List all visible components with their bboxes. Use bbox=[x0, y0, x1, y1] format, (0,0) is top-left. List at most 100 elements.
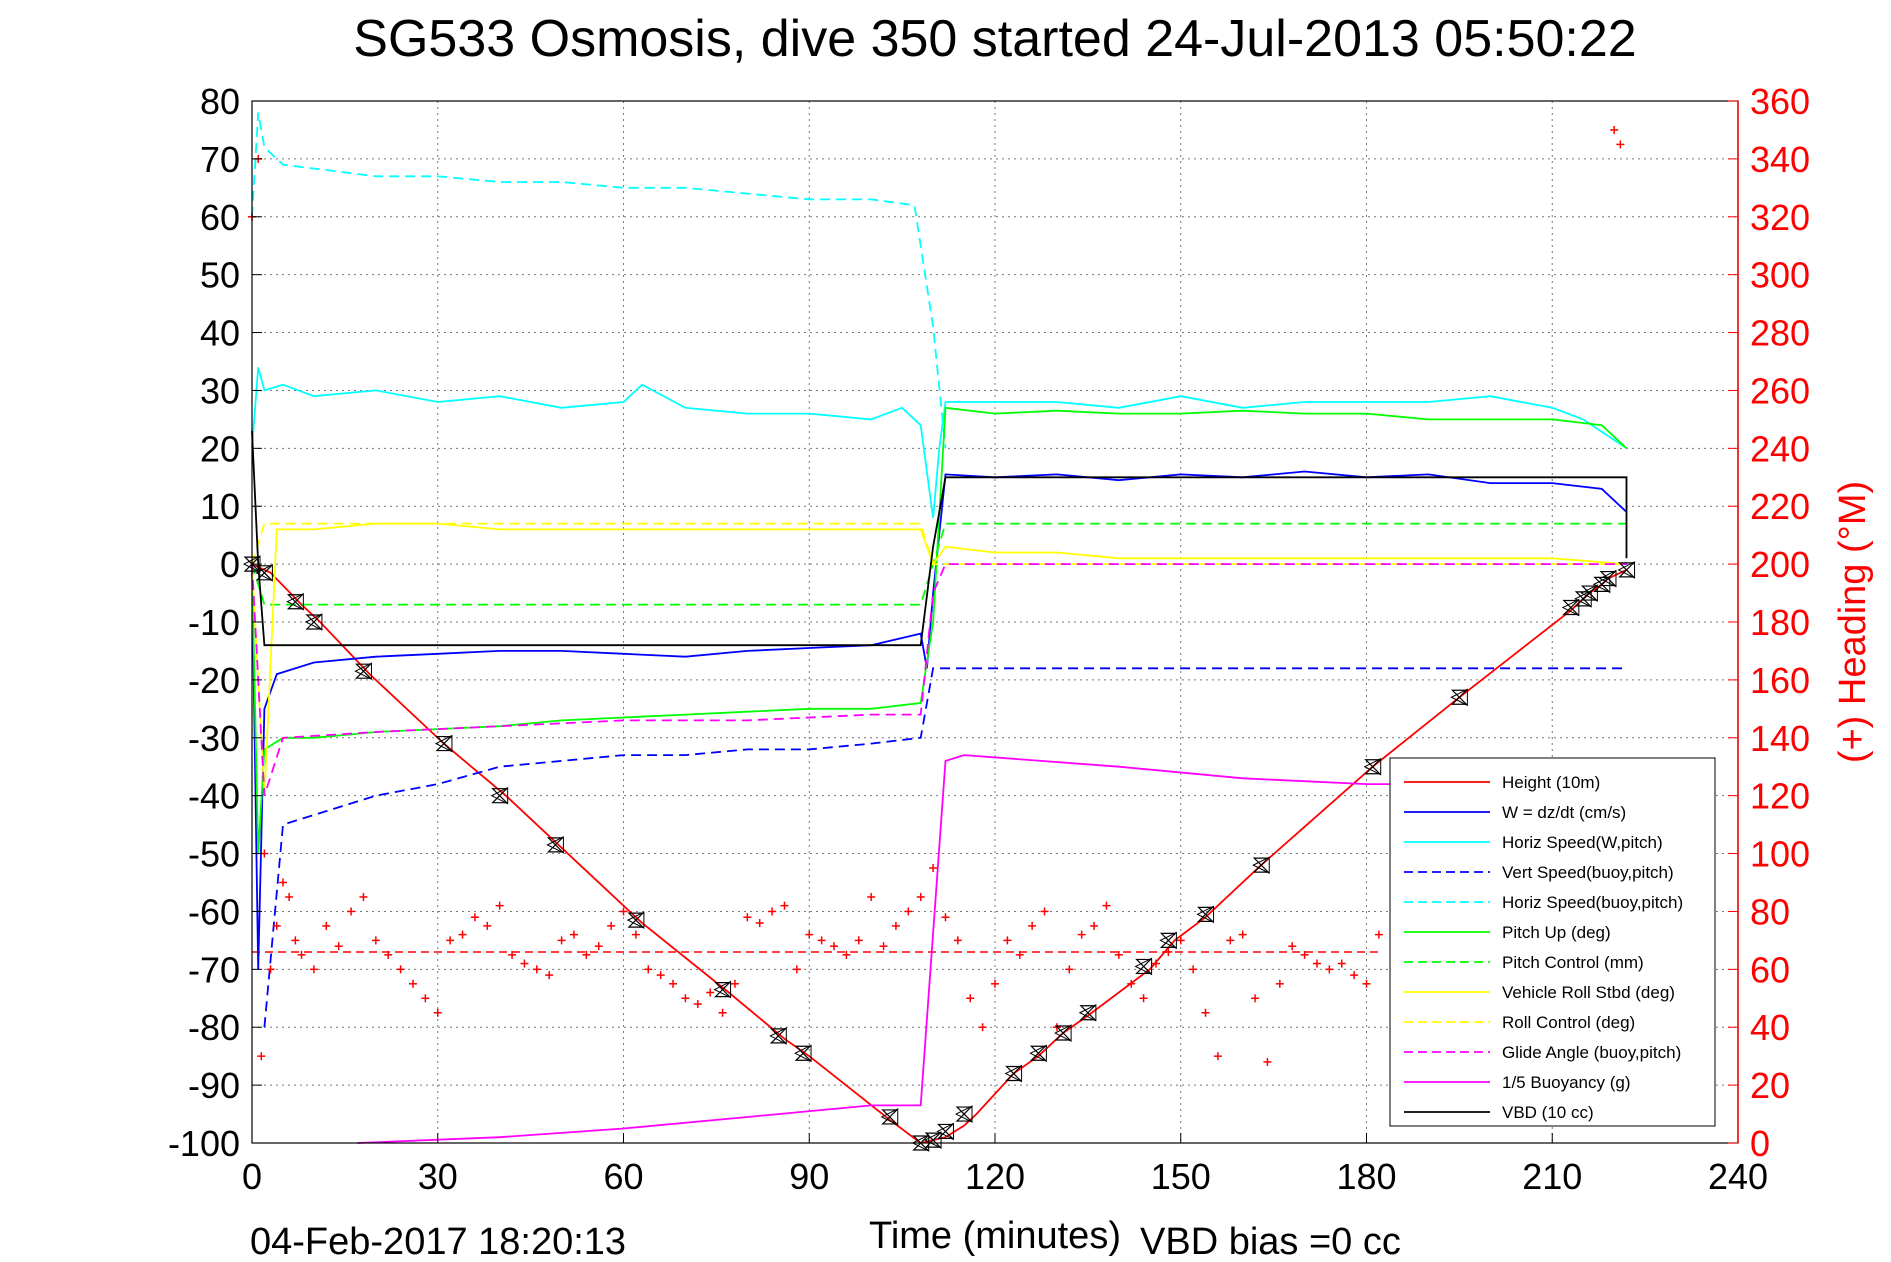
heading-point bbox=[421, 994, 430, 1003]
heading-point bbox=[966, 994, 975, 1003]
height-marker bbox=[1196, 905, 1215, 924]
heading-point bbox=[483, 921, 492, 930]
height-marker-shape bbox=[1364, 759, 1382, 775]
height-marker-triangle bbox=[1450, 688, 1468, 707]
y-tick-label-left: 80 bbox=[200, 81, 240, 122]
height-marker-triangle bbox=[1004, 1064, 1023, 1083]
heading-point bbox=[1102, 901, 1111, 910]
legend-label-buoy: 1/5 Buoyancy (g) bbox=[1502, 1073, 1631, 1092]
height-marker-shape bbox=[937, 1123, 954, 1140]
heading-point bbox=[619, 907, 628, 916]
heading-point bbox=[879, 942, 888, 951]
y-tick-label-left: 50 bbox=[200, 255, 240, 296]
height-marker-triangle bbox=[1574, 590, 1592, 608]
heading-point bbox=[891, 921, 900, 930]
height-marker-shape bbox=[1252, 857, 1270, 873]
heading-point bbox=[495, 901, 504, 910]
y-tick-label-right: 160 bbox=[1750, 660, 1810, 701]
heading-point bbox=[1251, 994, 1260, 1003]
legend-label-pitch_control: Pitch Control (mm) bbox=[1502, 953, 1644, 972]
height-marker-shape bbox=[912, 1135, 930, 1151]
heading-point bbox=[545, 971, 554, 980]
y-tick-label-left: 60 bbox=[200, 197, 240, 238]
y-tick-label-left: -30 bbox=[188, 718, 240, 759]
heading-point bbox=[817, 936, 826, 945]
heading-point bbox=[607, 921, 616, 930]
height-marker-shape bbox=[881, 1109, 899, 1125]
heading-point bbox=[1151, 959, 1160, 968]
height-marker-shape bbox=[1197, 906, 1214, 922]
heading-point bbox=[1300, 950, 1309, 959]
heading-point bbox=[830, 942, 839, 951]
heading-point bbox=[631, 930, 640, 939]
legend-label-roll: Vehicle Roll Stbd (deg) bbox=[1502, 983, 1675, 1002]
heading-point bbox=[470, 913, 479, 922]
chart-title: SG533 Osmosis, dive 350 started 24-Jul-2… bbox=[353, 10, 1636, 68]
y-tick-label-right: 80 bbox=[1750, 891, 1790, 932]
height-marker-shape bbox=[355, 663, 372, 679]
height-marker-triangle bbox=[1159, 931, 1177, 950]
heading-point bbox=[1213, 1052, 1222, 1061]
heading-point bbox=[1090, 921, 1099, 930]
heading-point bbox=[384, 950, 393, 959]
height-marker bbox=[1598, 569, 1617, 588]
y-tick-label-left: -50 bbox=[188, 834, 240, 875]
height-marker-shape bbox=[1593, 576, 1611, 592]
height-marker-triangle bbox=[713, 980, 732, 999]
height-marker-triangle bbox=[1078, 1003, 1097, 1022]
y-tick-label-right: 340 bbox=[1750, 139, 1810, 180]
heading-point bbox=[257, 1052, 266, 1061]
height-marker bbox=[626, 911, 645, 929]
y-tick-label-right: 300 bbox=[1750, 255, 1810, 296]
height-marker bbox=[354, 662, 372, 681]
height-marker-shape bbox=[243, 556, 261, 572]
x-axis-label: Time (minutes) bbox=[869, 1215, 1121, 1257]
heading-point bbox=[1065, 965, 1074, 974]
height-marker-shape bbox=[1159, 932, 1177, 948]
heading-point bbox=[706, 988, 715, 997]
legend: Height (10m) W = dz/dt (cm/s) Horiz Speed(… bbox=[1389, 757, 1716, 1127]
y-tick-label-right: 100 bbox=[1750, 834, 1810, 875]
height-marker-shape bbox=[546, 837, 564, 853]
height-marker-shape bbox=[305, 614, 323, 630]
legend-label-vbd: VBD (10 cc) bbox=[1502, 1103, 1594, 1122]
heading-point bbox=[334, 942, 343, 951]
y-tick-label-left: -80 bbox=[188, 1007, 240, 1048]
height-marker-shape bbox=[1054, 1025, 1072, 1041]
heading-point bbox=[1288, 942, 1297, 951]
y-tick-label-left: -10 bbox=[188, 602, 240, 643]
heading-point bbox=[1226, 936, 1235, 945]
y-tick-label-left: 40 bbox=[200, 313, 240, 354]
height-marker-triangle bbox=[1029, 1044, 1047, 1063]
heading-point bbox=[805, 930, 814, 939]
height-marker-shape bbox=[1005, 1065, 1023, 1082]
heading-point bbox=[1374, 930, 1383, 939]
height-marker bbox=[255, 563, 273, 582]
heading-point bbox=[1275, 979, 1284, 988]
height-marker bbox=[713, 980, 732, 999]
height-marker-triangle bbox=[490, 786, 509, 805]
x-tick-label: 240 bbox=[1708, 1156, 1768, 1197]
y-tick-label-right: 180 bbox=[1750, 602, 1810, 643]
y-tick-label-right: 320 bbox=[1750, 197, 1810, 238]
heading-point bbox=[396, 965, 405, 974]
height-marker bbox=[1029, 1044, 1047, 1063]
series-line-pitch_control bbox=[251, 522, 1627, 606]
heading-point bbox=[1028, 921, 1037, 930]
height-marker-triangle bbox=[354, 662, 372, 681]
y-tick-label-right: 260 bbox=[1750, 370, 1810, 411]
series-line-roll bbox=[251, 522, 1627, 796]
y-tick-label-left: 20 bbox=[200, 428, 240, 469]
height-marker bbox=[546, 836, 564, 854]
height-marker-triangle bbox=[769, 1027, 787, 1045]
series-line-vspeed_buoy bbox=[263, 667, 1627, 1028]
y-tick-label-right: 240 bbox=[1750, 428, 1810, 469]
y-tick-label-right: 220 bbox=[1750, 486, 1810, 527]
y-tick-label-left: -60 bbox=[188, 891, 240, 932]
height-marker bbox=[1252, 856, 1270, 874]
height-marker-triangle bbox=[1561, 598, 1580, 617]
heading-point bbox=[347, 907, 356, 916]
height-marker-triangle bbox=[793, 1044, 812, 1063]
height-marker-shape bbox=[955, 1106, 973, 1122]
y-tick-label-right: 40 bbox=[1750, 1007, 1790, 1048]
